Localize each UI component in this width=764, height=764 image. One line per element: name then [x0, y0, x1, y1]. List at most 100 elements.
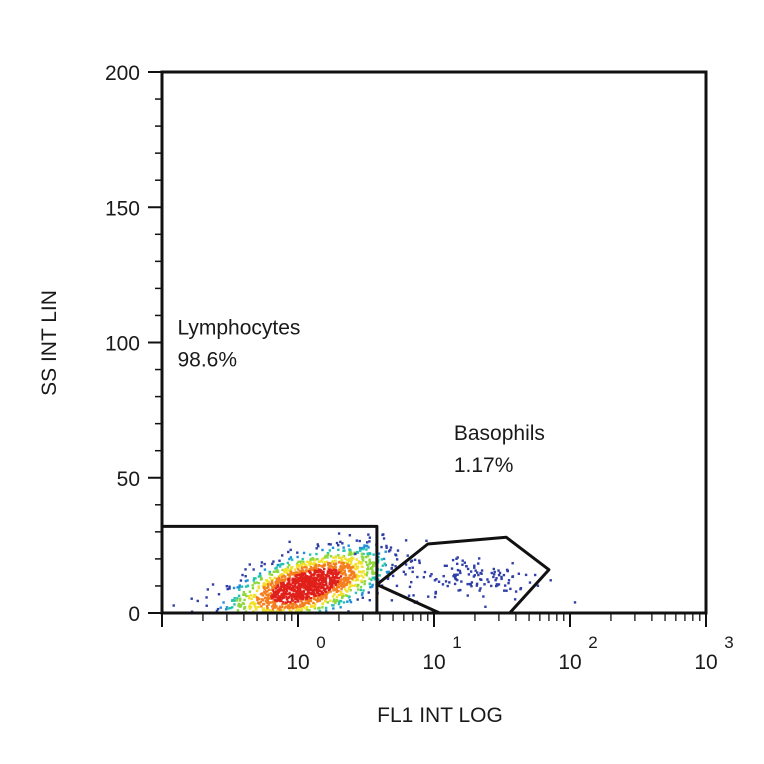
event-dot	[320, 593, 324, 597]
event-dot	[341, 578, 344, 581]
event-dot	[524, 573, 528, 577]
event-dot	[396, 549, 400, 552]
event-dot	[280, 575, 284, 579]
event-dot	[519, 587, 523, 590]
event-dot	[254, 607, 258, 610]
event-dot	[271, 578, 274, 582]
event-dot	[309, 560, 312, 564]
event-dot	[404, 573, 407, 576]
event-dot	[493, 570, 496, 574]
event-dot	[334, 570, 337, 574]
event-dot	[352, 573, 356, 576]
event-dot	[368, 582, 372, 585]
event-dot	[303, 562, 306, 566]
event-dot	[322, 571, 325, 574]
event-dot	[305, 570, 309, 573]
event-dot	[349, 551, 352, 554]
event-dot	[331, 566, 334, 569]
event-dot	[313, 588, 317, 591]
event-dot	[351, 578, 355, 582]
event-dot	[256, 605, 260, 609]
event-dot	[416, 575, 419, 579]
event-dot	[332, 579, 336, 582]
event-dot	[308, 608, 311, 612]
event-dot	[301, 598, 305, 601]
event-dot	[344, 583, 348, 587]
event-dot	[291, 594, 295, 598]
event-dot	[288, 585, 292, 588]
event-dot	[335, 590, 338, 594]
event-dot	[301, 584, 304, 587]
event-dot	[284, 590, 287, 594]
event-dot	[315, 552, 318, 556]
event-dot	[457, 589, 460, 592]
event-dot	[222, 601, 225, 604]
event-dot	[451, 558, 455, 562]
event-dot	[503, 589, 506, 592]
event-dot	[288, 575, 291, 579]
event-dot	[288, 540, 291, 544]
event-dot	[297, 560, 300, 564]
gate-lymphocytes	[160, 524, 379, 615]
event-dot	[225, 584, 228, 588]
event-dot	[241, 573, 244, 577]
event-dot	[304, 598, 307, 602]
event-dot	[333, 579, 337, 583]
event-dot	[340, 590, 343, 594]
event-dot	[352, 557, 355, 560]
event-dot	[364, 560, 368, 564]
event-dot	[254, 602, 257, 606]
event-dot	[411, 570, 414, 574]
event-dot	[300, 580, 304, 583]
y-tick-label: 200	[105, 62, 140, 85]
event-dot	[429, 574, 432, 578]
event-dot	[304, 596, 308, 599]
event-dot	[507, 579, 511, 582]
x-tick-label: 10	[558, 651, 581, 674]
event-dot	[528, 581, 532, 584]
event-dot	[386, 577, 390, 581]
event-dot	[329, 555, 333, 558]
event-dot	[293, 585, 297, 588]
event-dot	[347, 559, 350, 563]
event-dot	[470, 585, 473, 588]
event-dot	[369, 585, 372, 589]
event-dot	[365, 544, 369, 548]
event-dot	[254, 594, 257, 597]
event-dot	[294, 593, 297, 596]
event-dot	[335, 598, 339, 602]
event-dot	[307, 598, 310, 601]
event-dot	[473, 566, 476, 569]
event-dot	[332, 562, 336, 566]
event-dot	[502, 573, 506, 577]
event-dot	[337, 532, 341, 535]
event-dot	[466, 582, 469, 586]
event-dot	[422, 576, 426, 579]
event-dot	[260, 605, 263, 608]
event-dot	[295, 564, 299, 567]
event-dot	[277, 599, 280, 602]
event-dot	[360, 579, 363, 583]
event-dot	[305, 606, 309, 609]
event-dot	[315, 547, 318, 550]
event-dot	[321, 606, 324, 609]
event-dot	[244, 568, 247, 571]
event-dot	[281, 568, 284, 572]
event-dot	[402, 570, 406, 574]
event-dot	[236, 609, 240, 612]
event-dot	[240, 585, 244, 588]
event-dot	[461, 563, 464, 566]
event-dot	[384, 550, 387, 553]
event-dot	[443, 564, 447, 567]
event-dot	[334, 559, 337, 562]
event-dot	[321, 548, 324, 552]
gate-percent-basophils: 1.17%	[454, 454, 514, 477]
event-dot	[277, 575, 281, 578]
event-dot	[328, 570, 331, 573]
event-dot	[327, 568, 331, 572]
event-dot	[347, 570, 351, 573]
event-dot	[269, 601, 272, 604]
event-dot	[363, 582, 366, 586]
event-dot	[332, 572, 335, 575]
event-dot	[248, 607, 252, 610]
